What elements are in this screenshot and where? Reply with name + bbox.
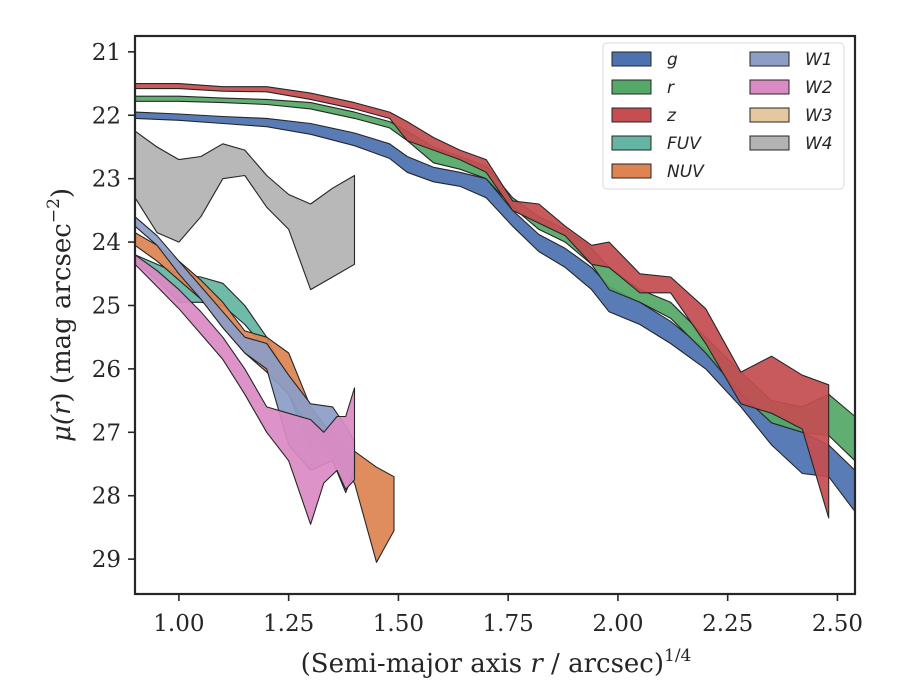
- legend-swatch-W2: [749, 79, 790, 95]
- x-axis-label-variable: r: [530, 649, 544, 679]
- legend-label-r: r: [667, 78, 675, 98]
- y-tick-label: 23: [92, 167, 121, 193]
- y-tick-label: 21: [92, 40, 121, 66]
- x-axis-label-exponent: 1/4: [664, 646, 691, 666]
- legend-label-W4: W4: [805, 134, 833, 154]
- legend-swatch-g: [611, 51, 652, 67]
- x-tick-label: 1.25: [263, 611, 314, 637]
- legend-swatch-W3: [749, 107, 790, 123]
- band-W2: [134, 254, 356, 525]
- legend-label-NUV: NUV: [667, 162, 705, 182]
- x-tick-label: 2.50: [812, 611, 863, 637]
- x-axis-label-part-1: (Semi-major axis: [301, 649, 531, 679]
- y-axis-label-exponent: −2: [44, 198, 64, 223]
- y-axis-label-variable: r: [47, 401, 77, 415]
- legend-swatch-FUV: [611, 135, 652, 151]
- x-axis-label: (Semi-major axis r / arcsec)1/4: [301, 646, 692, 679]
- x-axis-label-part-2: / arcsec): [543, 649, 664, 679]
- legend-label-W2: W2: [805, 78, 833, 98]
- x-tick-label: 2.25: [702, 611, 753, 637]
- band-z: [134, 83, 830, 519]
- legend-swatch-NUV: [611, 163, 652, 179]
- x-tick-label: 1.50: [373, 611, 424, 637]
- legend: grz FUV NUV W1 W2 W3 W4: [602, 42, 845, 190]
- y-axis-label-part-2: ) (mag arcsec: [47, 223, 77, 402]
- legend-label-z: z: [666, 106, 677, 126]
- legend-label-g: g: [667, 50, 678, 70]
- legend-label-W3: W3: [805, 106, 833, 126]
- y-tick-label: 27: [92, 420, 121, 446]
- x-tick-label: 2.00: [592, 611, 643, 637]
- band-W4: [134, 130, 356, 291]
- y-tick-label: 25: [92, 293, 121, 319]
- y-axis-label: μ(r) (mag arcsec−2): [44, 188, 77, 442]
- y-tick-label: 22: [92, 103, 121, 129]
- x-tick-label: 1.75: [483, 611, 534, 637]
- legend-label-W1: W1: [805, 50, 833, 70]
- legend-label-FUV: FUV: [667, 134, 702, 154]
- y-tick-label: 24: [92, 230, 121, 256]
- x-axis-ticks: 1.00 1.25 1.50 1.75 2.00 2.25 2.50: [153, 594, 863, 637]
- legend-swatch-z: [611, 107, 652, 123]
- legend-swatch-W4: [749, 135, 790, 151]
- y-axis-label-close: ): [47, 188, 77, 198]
- x-tick-label: 1.00: [153, 611, 204, 637]
- y-axis-ticks: 21 22 23 24 25 26 27 28 29: [92, 40, 135, 573]
- y-tick-label: 26: [92, 357, 121, 383]
- plot-frame: [133, 34, 857, 596]
- y-axis-label-part-1: μ(: [47, 414, 77, 442]
- y-tick-label: 29: [92, 547, 121, 573]
- y-tick-label: 28: [92, 484, 121, 510]
- legend-swatch-W1: [749, 51, 790, 67]
- legend-swatch-r: [611, 79, 652, 95]
